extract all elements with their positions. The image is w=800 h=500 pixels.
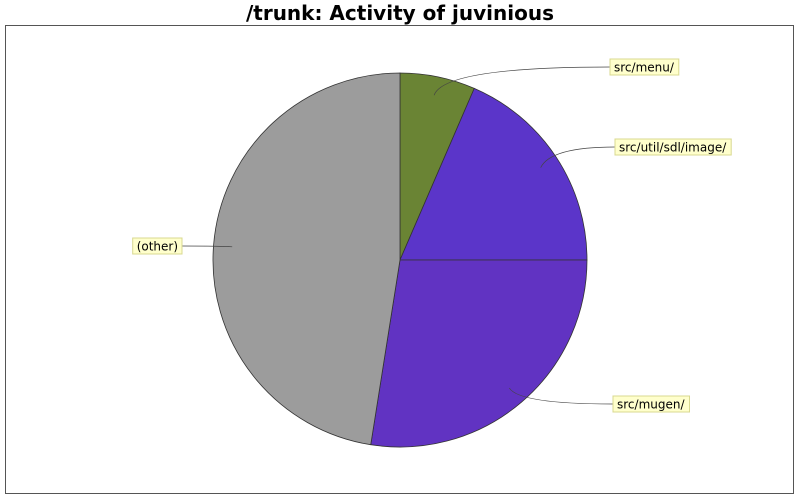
slice-label-src-menu: src/menu/ — [609, 58, 680, 76]
slice-label-src-util-sdl-image: src/util/sdl/image/ — [614, 138, 732, 156]
slice-label-text: (other) — [137, 240, 178, 254]
slice-label-src-mugen: src/mugen/ — [612, 395, 690, 413]
slice-label-text: src/menu/ — [614, 61, 675, 75]
pie-slice-other — [212, 72, 401, 446]
slice-label-box — [614, 138, 732, 156]
chart-title: /trunk: Activity of juvinious — [245, 1, 555, 25]
leader-line-src-mugen — [509, 387, 614, 405]
label-leader-lines — [181, 66, 616, 405]
slice-label-box — [132, 237, 183, 255]
slice-label-text: src/mugen/ — [617, 398, 685, 412]
pie-slice-src-mugen — [370, 259, 588, 448]
slice-label-box — [612, 395, 690, 413]
slice-labels: src/menu/src/util/sdl/image/src/mugen/ (o… — [132, 58, 732, 413]
slice-label-box — [609, 58, 680, 76]
leader-line-src-menu — [433, 66, 611, 96]
leader-line-other — [181, 245, 233, 248]
pie-slices — [212, 72, 588, 448]
slice-label-text: src/util/sdl/image/ — [619, 141, 727, 155]
slice-label-other: (other) — [132, 237, 183, 255]
leader-line-src-util-sdl-image — [540, 146, 616, 168]
pie-slice-src-util-sdl-image — [399, 87, 588, 261]
